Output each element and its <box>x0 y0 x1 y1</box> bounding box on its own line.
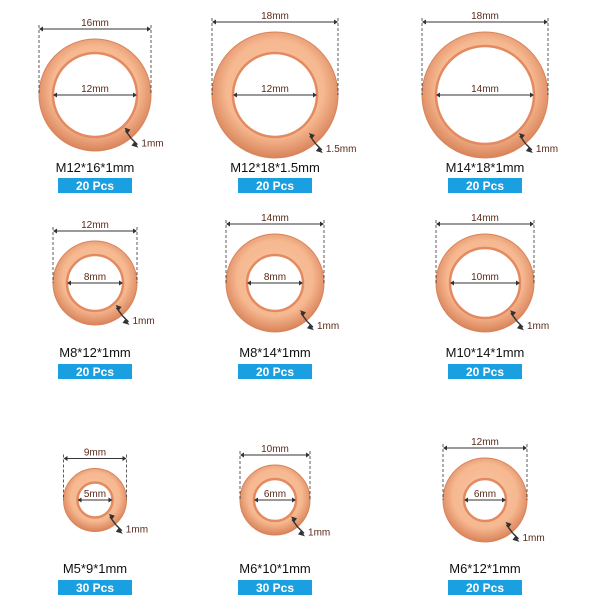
outer-diameter-dimension <box>39 26 151 32</box>
thickness-label: 1mm <box>141 139 163 150</box>
size-label: M6*12*1mm <box>449 561 521 576</box>
quantity-label: 20 Pcs <box>466 179 504 193</box>
outer-diameter-dimension <box>212 19 338 25</box>
quantity-badge: 30 Pcs <box>58 580 132 595</box>
inner-diameter-label: 8mm <box>84 272 106 283</box>
inner-diameter-label: 12mm <box>81 84 109 95</box>
washer-item: 9mm 5mm 1mm M5*9*1mm 30 Pcs <box>58 448 148 595</box>
size-label: M12*16*1mm <box>56 160 135 175</box>
quantity-label: 20 Pcs <box>466 365 504 379</box>
thickness-callout: 1.5mm <box>308 133 357 155</box>
quantity-badge: 20 Pcs <box>58 178 132 193</box>
outer-diameter-label: 18mm <box>261 11 289 22</box>
quantity-label: 20 Pcs <box>466 581 504 595</box>
inner-diameter-label: 12mm <box>261 84 289 95</box>
inner-diameter-dimension <box>464 497 506 503</box>
washer-item: 18mm 14mm 1mm M14*18*1mm 20 Pcs <box>421 11 558 193</box>
inner-diameter-label: 8mm <box>264 272 286 283</box>
thickness-callout: 1mm <box>505 521 545 544</box>
inner-diameter-dimension <box>77 497 113 503</box>
washer-item: 14mm 10mm 1mm M10*14*1mm 20 Pcs <box>435 213 549 379</box>
size-label: M12*18*1.5mm <box>230 160 320 175</box>
thickness-label: 1mm <box>527 321 549 332</box>
size-label: M5*9*1mm <box>63 561 127 576</box>
quantity-label: 30 Pcs <box>76 581 114 595</box>
outer-diameter-label: 10mm <box>261 444 289 455</box>
inner-diameter-dimension <box>450 280 520 286</box>
inner-diameter-dimension <box>247 280 303 286</box>
inner-diameter-label: 6mm <box>474 489 496 500</box>
outer-diameter-label: 12mm <box>81 220 109 231</box>
quantity-label: 30 Pcs <box>256 581 294 595</box>
size-label: M10*14*1mm <box>446 345 525 360</box>
thickness-label: 1mm <box>317 321 339 332</box>
quantity-label: 20 Pcs <box>76 365 114 379</box>
outer-diameter-dimension <box>226 221 324 227</box>
thickness-callout: 1mm <box>299 310 339 332</box>
outer-diameter-label: 9mm <box>84 448 106 459</box>
thickness-callout: 1mm <box>518 133 558 155</box>
outer-diameter-dimension <box>53 228 137 234</box>
thickness-label: 1.5mm <box>326 144 357 155</box>
thickness-label: 1mm <box>536 144 558 155</box>
outer-diameter-label: 18mm <box>471 11 499 22</box>
thickness-label: 1mm <box>522 533 544 544</box>
thickness-label: 1mm <box>132 316 154 327</box>
size-label: M8*12*1mm <box>59 345 131 360</box>
thickness-callout: 1mm <box>291 516 330 538</box>
thickness-callout: 1mm <box>108 513 148 536</box>
outer-diameter-dimension <box>240 452 310 458</box>
washer-item: 18mm 12mm 1.5mm M12*18*1.5mm 20 Pcs <box>211 11 357 193</box>
size-label: M6*10*1mm <box>239 561 311 576</box>
outer-diameter-label: 14mm <box>471 213 499 224</box>
washer-item: 12mm 6mm 1mm M6*12*1mm 20 Pcs <box>442 437 545 595</box>
quantity-badge: 20 Pcs <box>238 364 312 379</box>
thickness-callout: 1mm <box>509 310 549 332</box>
quantity-badge: 20 Pcs <box>448 178 522 193</box>
outer-diameter-dimension <box>436 221 534 227</box>
quantity-label: 20 Pcs <box>256 179 294 193</box>
quantity-badge: 30 Pcs <box>238 580 312 595</box>
outer-diameter-dimension <box>443 445 527 451</box>
quantity-label: 20 Pcs <box>76 179 114 193</box>
washer-item: 12mm 8mm 1mm M8*12*1mm 20 Pcs <box>52 220 155 379</box>
size-label: M14*18*1mm <box>446 160 525 175</box>
inner-diameter-dimension <box>233 92 317 98</box>
inner-diameter-label: 6mm <box>264 489 286 500</box>
inner-diameter-label: 5mm <box>84 489 106 500</box>
outer-diameter-label: 14mm <box>261 213 289 224</box>
thickness-label: 1mm <box>126 525 148 536</box>
quantity-label: 20 Pcs <box>256 365 294 379</box>
inner-diameter-label: 10mm <box>471 272 499 283</box>
inner-diameter-label: 14mm <box>471 84 499 95</box>
washer-item: 16mm 12mm 1mm M12*16*1mm 20 Pcs <box>38 18 164 193</box>
outer-diameter-label: 16mm <box>81 18 109 29</box>
size-label: M8*14*1mm <box>239 345 311 360</box>
quantity-badge: 20 Pcs <box>448 580 522 595</box>
thickness-label: 1mm <box>308 527 330 538</box>
quantity-badge: 20 Pcs <box>58 364 132 379</box>
outer-diameter-dimension <box>63 456 127 461</box>
inner-diameter-dimension <box>254 497 296 503</box>
inner-diameter-dimension <box>53 92 137 98</box>
washer-item: 10mm 6mm 1mm M6*10*1mm 30 Pcs <box>238 444 330 595</box>
outer-diameter-label: 12mm <box>471 437 499 448</box>
outer-diameter-dimension <box>422 19 548 25</box>
quantity-badge: 20 Pcs <box>448 364 522 379</box>
thickness-callout: 1mm <box>124 127 164 150</box>
thickness-callout: 1mm <box>115 304 155 327</box>
washer-item: 14mm 8mm 1mm M8*14*1mm 20 Pcs <box>225 213 339 379</box>
inner-diameter-dimension <box>436 92 534 98</box>
inner-diameter-dimension <box>67 280 123 286</box>
quantity-badge: 20 Pcs <box>238 178 312 193</box>
